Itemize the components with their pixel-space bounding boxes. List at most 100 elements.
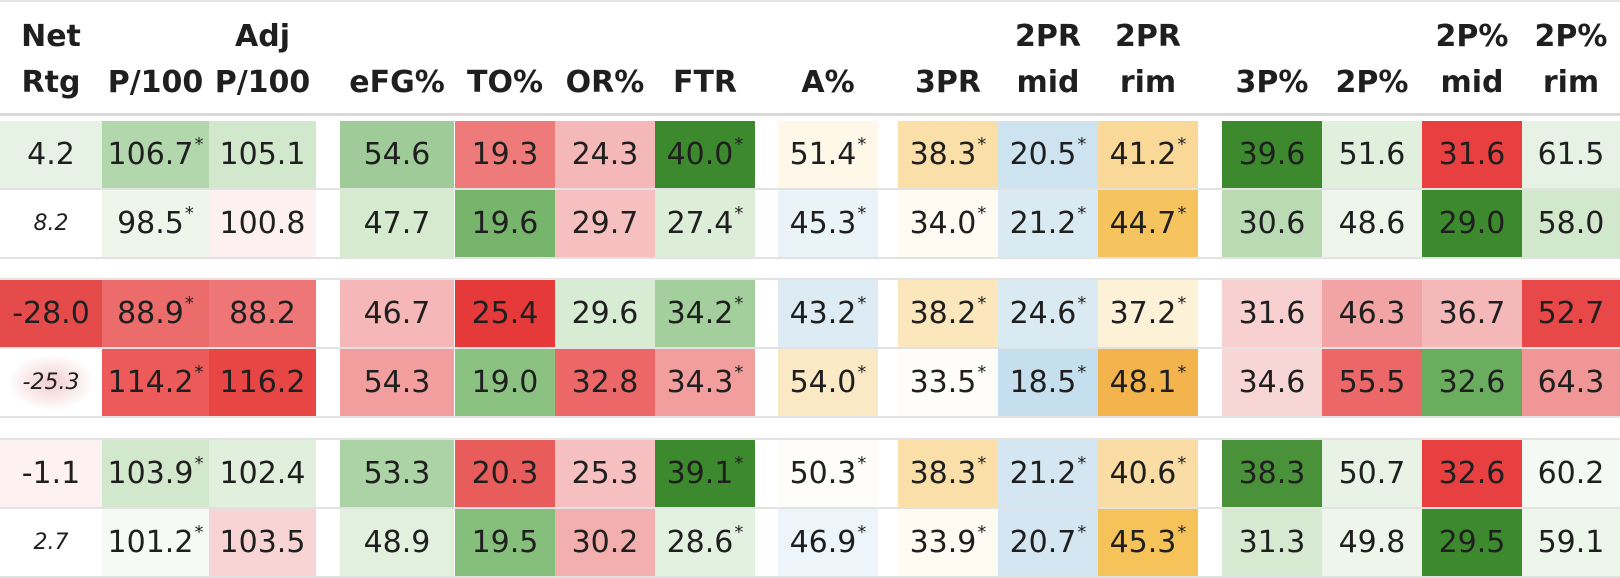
- cell-a: 51.4 *: [778, 121, 878, 188]
- cell-2p-rim: 52.7: [1522, 280, 1620, 347]
- column-header-2p[interactable]: 2P%: [1322, 2, 1422, 116]
- asterisk-marker: *: [1077, 134, 1087, 155]
- header-line-1: 2PR: [1115, 19, 1181, 54]
- asterisk-marker: *: [734, 134, 744, 155]
- cell-value: 34.2: [666, 296, 734, 331]
- cell-value: 32.8: [571, 365, 639, 400]
- asterisk-marker: *: [1077, 362, 1087, 383]
- cell-value: 47.7: [363, 206, 431, 241]
- row-divider: [0, 576, 1620, 578]
- column-header-2p-mid[interactable]: 2P% mid: [1422, 2, 1522, 116]
- cell-value: 4.2: [27, 137, 75, 172]
- asterisk-marker: *: [1177, 522, 1187, 543]
- cell-value: 39.6: [1238, 137, 1306, 172]
- column-header-3pr[interactable]: 3PR: [898, 2, 998, 116]
- cell-value: 114.2: [107, 365, 194, 400]
- table-top-border: [0, 0, 1620, 2]
- cell-2pr-rim: 44.7 *: [1098, 190, 1198, 257]
- cell-value: 88.9: [117, 296, 184, 331]
- cell-efg: 47.7: [340, 190, 454, 257]
- cell-value: 29.6: [571, 296, 639, 331]
- cell-or: 29.6: [555, 280, 655, 347]
- cell-2p-mid: 32.6: [1422, 440, 1522, 507]
- cell-2p: 51.6: [1322, 121, 1422, 188]
- cell-value: 48.1: [1109, 365, 1177, 400]
- cell-p100: 98.5 *: [102, 190, 209, 257]
- cell-value: 44.7: [1109, 206, 1177, 241]
- row-divider: [0, 347, 1620, 349]
- cell-value: 29.0: [1438, 206, 1506, 241]
- cell-value: 21.2: [1009, 206, 1077, 241]
- cell-value: 48.6: [1338, 206, 1406, 241]
- cell-value: 46.7: [363, 296, 431, 331]
- cell-ftr: 34.2 *: [655, 280, 755, 347]
- asterisk-marker: *: [194, 362, 204, 383]
- cell-value: 53.3: [363, 456, 431, 491]
- column-header-2p-rim[interactable]: 2P% rim: [1522, 2, 1620, 116]
- cell-value: 19.3: [471, 137, 539, 172]
- column-header-or[interactable]: OR%: [555, 2, 655, 116]
- cell-2pr-rim: 45.3 *: [1098, 509, 1198, 576]
- cell-value: 34.3: [666, 365, 734, 400]
- cell-efg: 54.3: [340, 349, 454, 416]
- cell-value: 51.4: [789, 137, 857, 172]
- column-header-2pr-rim[interactable]: 2PR rim: [1098, 2, 1198, 116]
- cell-value: 19.6: [471, 206, 539, 241]
- cell-value: 50.3: [789, 456, 857, 491]
- cell-value: 20.7: [1009, 525, 1077, 560]
- cell-net-rtg: -1.1: [0, 440, 102, 507]
- asterisk-marker: *: [194, 522, 204, 543]
- cell-p100: 101.2 *: [102, 509, 209, 576]
- asterisk-marker: *: [734, 453, 744, 474]
- asterisk-marker: *: [977, 203, 987, 224]
- cell-2p: 49.8: [1322, 509, 1422, 576]
- column-header-a[interactable]: A%: [778, 2, 878, 116]
- cell-value: 31.6: [1238, 296, 1306, 331]
- column-header-efg[interactable]: eFG%: [340, 2, 454, 116]
- column-header-3p[interactable]: 3P%: [1222, 2, 1322, 116]
- cell-3pr: 33.5 *: [898, 349, 998, 416]
- column-header-adj-p100[interactable]: Adj P/100: [209, 2, 316, 116]
- cell-p100: 103.9 *: [102, 440, 209, 507]
- header-line-2: P/100: [107, 65, 204, 100]
- asterisk-marker: *: [857, 203, 867, 224]
- cell-3p: 31.3: [1222, 509, 1322, 576]
- cell-2p: 48.6: [1322, 190, 1422, 257]
- cell-value: 61.5: [1537, 137, 1605, 172]
- table-row: -1.1 103.9 * 102.4 53.3 20.3 25.3 39.1 * 50.3 * 38.…: [0, 440, 1620, 509]
- cell-value: 40.6: [1109, 456, 1177, 491]
- asterisk-marker: *: [194, 453, 204, 474]
- asterisk-marker: *: [184, 203, 194, 224]
- cell-value: 28.6: [666, 525, 734, 560]
- cell-value: 27.4: [666, 206, 734, 241]
- asterisk-marker: *: [857, 522, 867, 543]
- column-header-p100[interactable]: P/100: [102, 2, 209, 116]
- asterisk-marker: *: [194, 134, 204, 155]
- cell-value: 24.6: [1009, 296, 1077, 331]
- cell-3pr: 33.9 *: [898, 509, 998, 576]
- cell-2pr-mid: 20.7 *: [998, 509, 1098, 576]
- cell-value: 25.4: [471, 296, 539, 331]
- asterisk-marker: *: [1077, 522, 1087, 543]
- asterisk-marker: *: [1077, 453, 1087, 474]
- asterisk-marker: *: [857, 453, 867, 474]
- cell-value: 36.7: [1438, 296, 1506, 331]
- header-line-1: 2PR: [1015, 19, 1081, 54]
- cell-value: 88.2: [229, 296, 296, 331]
- cell-value: 45.3: [789, 206, 857, 241]
- header-line-2: 2P%: [1335, 65, 1409, 100]
- cell-value: 58.0: [1537, 206, 1605, 241]
- cell-efg: 54.6: [340, 121, 454, 188]
- column-header-2pr-mid[interactable]: 2PR mid: [998, 2, 1098, 116]
- cell-value: 55.5: [1338, 365, 1406, 400]
- cell-or: 24.3: [555, 121, 655, 188]
- column-header-net-rtg[interactable]: Net Rtg: [0, 2, 102, 116]
- cell-value: 116.2: [219, 365, 306, 400]
- header-line-1: 2P%: [1435, 19, 1509, 54]
- asterisk-marker: *: [1177, 293, 1187, 314]
- cell-3pr: 34.0 *: [898, 190, 998, 257]
- column-header-to[interactable]: TO%: [455, 2, 555, 116]
- column-header-ftr[interactable]: FTR: [655, 2, 755, 116]
- header-line-2: rim: [1119, 65, 1177, 100]
- cell-value: 48.9: [363, 525, 431, 560]
